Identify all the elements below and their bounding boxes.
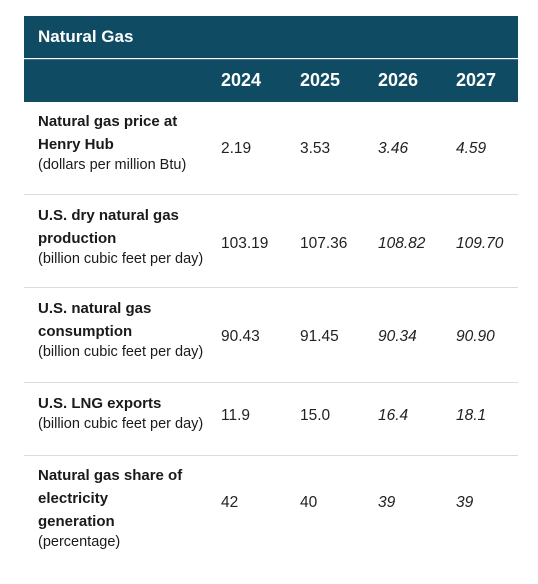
row-label: U.S. LNG exports <box>38 395 162 412</box>
row-unit: (billion cubic feet per day) <box>38 416 204 432</box>
year-header-2024: 2024 <box>221 70 262 90</box>
cell-value: 42 <box>221 494 239 511</box>
row-label-block: U.S. dry natural gas production (billion… <box>38 204 208 268</box>
row-unit: (billion cubic feet per day) <box>38 251 204 267</box>
cell-value: 90.90 <box>456 328 495 345</box>
table-row-lng-exports: U.S. LNG exports (billion cubic feet per… <box>24 383 518 456</box>
table-row-gas-consumption: U.S. natural gas consumption (billion cu… <box>24 288 518 383</box>
year-header-2025: 2025 <box>300 70 341 90</box>
table-row-dry-gas-production: U.S. dry natural gas production (billion… <box>24 195 518 288</box>
cell-value: 16.4 <box>378 407 409 424</box>
row-unit: (dollars per million Btu) <box>38 157 187 173</box>
table-row-electricity-share: Natural gas share of electricity generat… <box>24 456 518 552</box>
row-label-block: U.S. LNG exports (billion cubic feet per… <box>38 392 208 433</box>
cell-value: 109.70 <box>456 235 504 252</box>
cell-value: 90.34 <box>378 328 417 345</box>
row-label-block: Natural gas share of electricity generat… <box>38 464 188 551</box>
natural-gas-table: Natural Gas 2024 2025 2026 2027 Natural … <box>24 16 518 552</box>
row-unit: (percentage) <box>38 534 121 550</box>
year-header-2026: 2026 <box>378 70 419 90</box>
year-header-row: 2024 2025 2026 2027 <box>24 59 518 102</box>
row-label: Natural gas price at Henry Hub <box>38 113 178 153</box>
table-title: Natural Gas <box>24 16 518 58</box>
cell-value: 91.45 <box>300 328 339 345</box>
table-row-henry-hub-price: Natural gas price at Henry Hub (dollars … <box>24 102 518 195</box>
cell-value: 108.82 <box>378 235 426 252</box>
row-label-block: Natural gas price at Henry Hub (dollars … <box>38 110 198 174</box>
cell-value: 18.1 <box>456 407 487 424</box>
cell-value: 4.59 <box>456 140 487 157</box>
cell-value: 103.19 <box>221 235 269 252</box>
cell-value: 11.9 <box>221 407 251 424</box>
row-label: U.S. dry natural gas production <box>38 207 179 247</box>
cell-value: 3.53 <box>300 140 331 157</box>
row-unit: (billion cubic feet per day) <box>38 344 204 360</box>
row-label: U.S. natural gas consumption <box>38 300 152 340</box>
year-header-2027: 2027 <box>456 70 497 90</box>
row-label: Natural gas share of electricity generat… <box>38 467 183 530</box>
cell-value: 107.36 <box>300 235 348 252</box>
cell-value: 15.0 <box>300 407 331 424</box>
cell-value: 39 <box>378 494 396 511</box>
cell-value: 2.19 <box>221 140 252 157</box>
cell-value: 40 <box>300 494 318 511</box>
cell-value: 3.46 <box>378 140 409 157</box>
cell-value: 39 <box>456 494 474 511</box>
cell-value: 90.43 <box>221 328 260 345</box>
row-label-block: U.S. natural gas consumption (billion cu… <box>38 297 208 361</box>
